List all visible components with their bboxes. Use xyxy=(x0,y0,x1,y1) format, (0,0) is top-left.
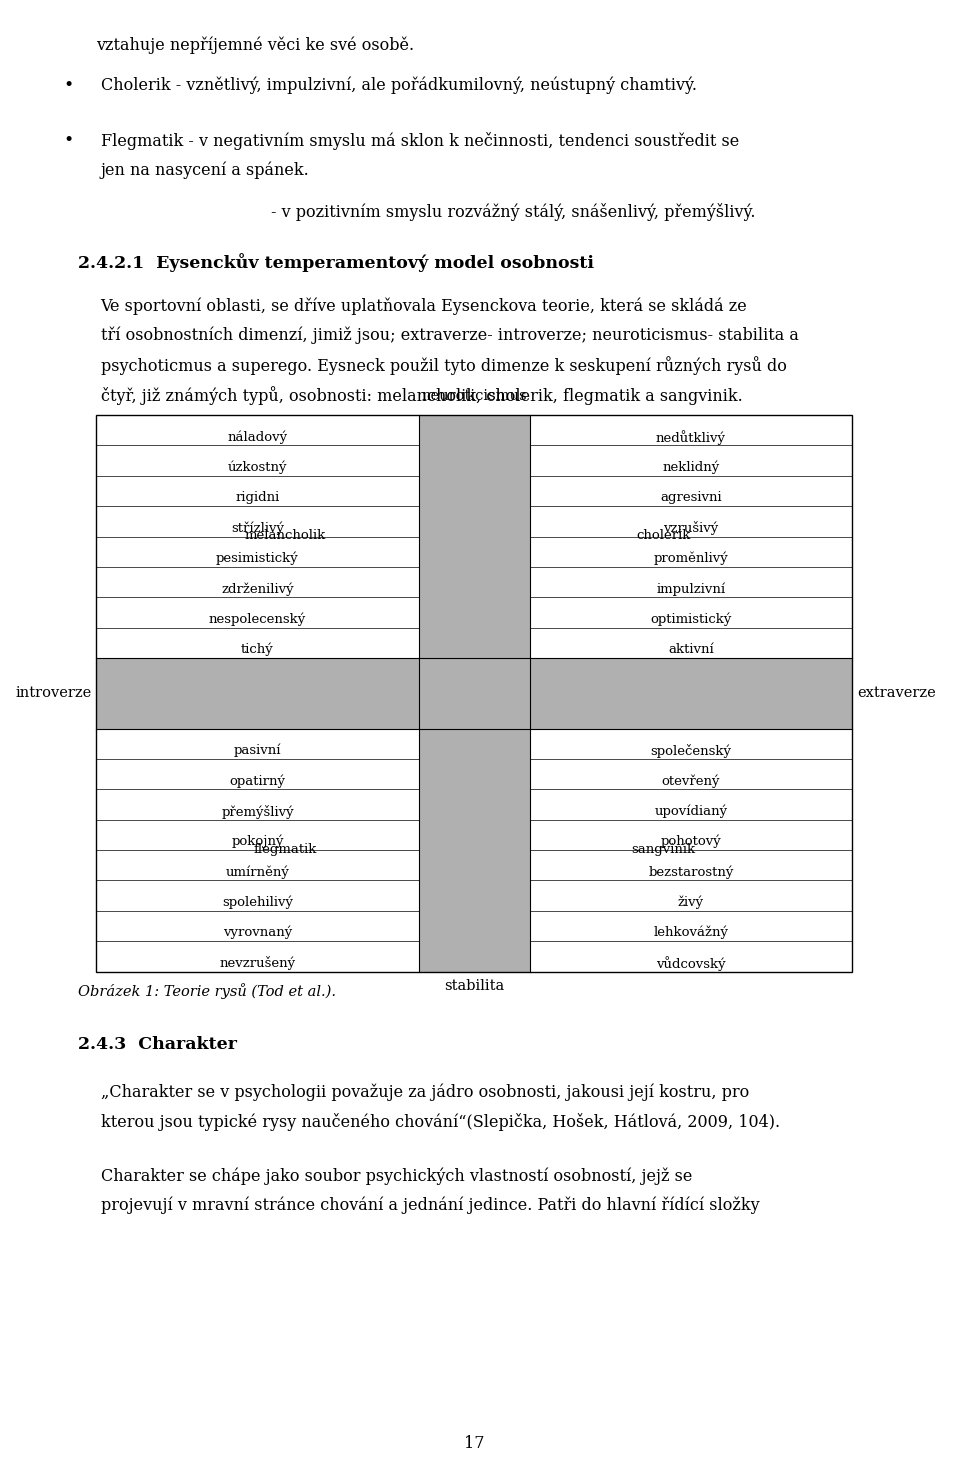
Text: pasivní: pasivní xyxy=(233,743,281,757)
Text: upovídianý: upovídianý xyxy=(655,805,728,818)
Text: tří osobnostních dimenzí, jimiž jsou; extraverze- introverze; neuroticismus- sta: tří osobnostních dimenzí, jimiž jsou; ex… xyxy=(101,327,799,344)
Text: živý: živý xyxy=(678,895,704,910)
Text: tichý: tichý xyxy=(241,643,274,657)
Bar xyxy=(96,658,852,729)
Text: •: • xyxy=(63,77,74,94)
Text: neuroticismus: neuroticismus xyxy=(421,389,527,403)
Text: společenský: společenský xyxy=(651,743,732,758)
Text: Charakter se chápe jako soubor psychických vlastností osobností, jejž se: Charakter se chápe jako soubor psychický… xyxy=(101,1167,692,1185)
Text: zdrženilivý: zdrženilivý xyxy=(221,581,294,596)
Text: opatirný: opatirný xyxy=(229,774,285,788)
Text: neklidný: neklidný xyxy=(662,461,720,474)
Text: bezstarostný: bezstarostný xyxy=(648,866,733,879)
Text: •: • xyxy=(63,132,74,150)
Text: 2.4.3  Charakter: 2.4.3 Charakter xyxy=(78,1036,236,1054)
Text: agresivni: agresivni xyxy=(660,492,722,503)
Text: flegmatik: flegmatik xyxy=(253,842,317,855)
Text: přemýšlivý: přemýšlivý xyxy=(221,805,294,818)
Text: 17: 17 xyxy=(464,1435,485,1453)
Text: extraverze: extraverze xyxy=(857,686,936,701)
Text: vztahuje nepříjemné věci ke své osobě.: vztahuje nepříjemné věci ke své osobě. xyxy=(96,37,414,54)
Text: Obrázek 1: Teorie rysů (Tod et al.).: Obrázek 1: Teorie rysů (Tod et al.). xyxy=(78,983,336,999)
Text: rigidni: rigidni xyxy=(235,492,279,503)
Text: - v pozitivním smyslu rozvážný stálý, snášenlivý, přemýšlivý.: - v pozitivním smyslu rozvážný stálý, sn… xyxy=(272,203,756,221)
Text: projevují v mravní stránce chování a jednání jedince. Patři do hlavní řídící slo: projevují v mravní stránce chování a jed… xyxy=(101,1197,759,1214)
Text: jen na nasycení a spánek.: jen na nasycení a spánek. xyxy=(101,162,309,180)
Text: nespolecenský: nespolecenský xyxy=(209,612,306,626)
Text: „Charakter se v psychologii považuje za jádro osobnosti, jakousi její kostru, pr: „Charakter se v psychologii považuje za … xyxy=(101,1083,749,1101)
Text: cholerik: cholerik xyxy=(636,530,690,542)
Text: pohotový: pohotový xyxy=(660,835,721,848)
Text: stabilita: stabilita xyxy=(444,979,504,994)
Text: impulzivní: impulzivní xyxy=(657,581,726,596)
Text: sangvinik: sangvinik xyxy=(632,842,695,855)
Text: vzrušivý: vzrušivý xyxy=(663,521,719,536)
Text: spolehilivý: spolehilivý xyxy=(222,895,293,910)
Text: Flegmatik - v negativním smyslu má sklon k nečinnosti, tendenci soustředit se: Flegmatik - v negativním smyslu má sklon… xyxy=(101,132,739,150)
Text: střízlivý: střízlivý xyxy=(231,521,284,534)
Text: aktivní: aktivní xyxy=(668,643,714,657)
Text: melancholik: melancholik xyxy=(245,530,325,542)
Text: vůdcovský: vůdcovský xyxy=(657,957,726,972)
Text: proměnlivý: proměnlivý xyxy=(654,552,729,565)
Text: nedůtklivý: nedůtklivý xyxy=(656,430,726,445)
Text: Ve sportovní oblasti, se dříve uplatňovala Eysenckova teorie, která se skládá ze: Ve sportovní oblasti, se dříve uplatňova… xyxy=(101,297,748,315)
Text: náladový: náladový xyxy=(228,430,287,443)
Text: optimistický: optimistický xyxy=(650,612,732,626)
Text: introverze: introverze xyxy=(15,686,91,701)
Text: pesimistický: pesimistický xyxy=(216,552,299,565)
Bar xyxy=(419,415,530,972)
Text: umírněný: umírněný xyxy=(226,866,289,879)
Text: pokojný: pokojný xyxy=(231,835,284,848)
Text: nevzrušený: nevzrušený xyxy=(220,957,296,970)
Text: kterou jsou typické rysy naučeného chování“(Slepička, Hošek, Hátlová, 2009, 104): kterou jsou typické rysy naučeného chová… xyxy=(101,1113,780,1130)
Text: čtyř, již známých typů, osobnosti: melancholik, cholerik, flegmatik a sangvinik.: čtyř, již známých typů, osobnosti: melan… xyxy=(101,386,742,405)
Text: 2.4.2.1  Eysenckův temperamentový model osobnosti: 2.4.2.1 Eysenckův temperamentový model o… xyxy=(78,253,593,272)
Text: Cholerik - vznětlivý, impulzivní, ale pořádkumilovný, neústupný chamtivý.: Cholerik - vznětlivý, impulzivní, ale po… xyxy=(101,77,697,94)
Text: otevřený: otevřený xyxy=(661,774,720,788)
Text: vyrovnaný: vyrovnaný xyxy=(223,926,292,939)
Text: psychoticmus a superego. Eysneck použil tyto dimenze k seskupení různých rysů do: psychoticmus a superego. Eysneck použil … xyxy=(101,356,786,375)
Text: lehkovážný: lehkovážný xyxy=(654,926,729,939)
Bar xyxy=(96,415,852,972)
Text: úzkostný: úzkostný xyxy=(228,461,287,474)
